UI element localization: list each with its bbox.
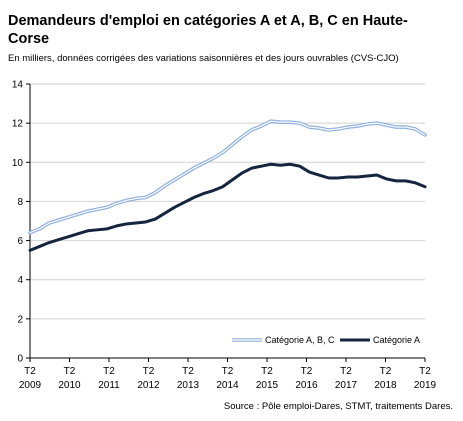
legend-label-abc: Catégorie A, B, C <box>265 335 335 345</box>
series-line-a <box>28 162 427 252</box>
x-tick-label-year: 2016 <box>295 380 318 391</box>
x-tick-label-quarter: T2 <box>64 366 76 377</box>
x-tick-label-year: 2015 <box>256 380 279 391</box>
y-tick-label: 8 <box>17 197 23 208</box>
x-tick-label-year: 2010 <box>58 380 81 391</box>
y-tick-label: 14 <box>12 80 24 91</box>
y-tick-label: 4 <box>17 275 23 286</box>
y-tick-label: 12 <box>12 119 24 130</box>
x-tick-label-quarter: T2 <box>301 366 313 377</box>
x-tick-label-quarter: T2 <box>222 366 234 377</box>
y-tick-label: 10 <box>12 158 24 169</box>
chart-title: Demandeurs d'emploi en catégories A et A… <box>8 13 408 47</box>
y-tick-label: 2 <box>17 314 23 325</box>
x-tick-label-quarter: T2 <box>143 366 155 377</box>
x-tick-label-quarter: T2 <box>24 366 36 377</box>
x-tick-label-year: 2014 <box>216 380 239 391</box>
legend-label-a: Catégorie A <box>373 335 420 345</box>
x-tick-label-year: 2019 <box>414 380 437 391</box>
series-line-abc-inner <box>29 120 426 234</box>
x-tick-label-year: 2018 <box>374 380 397 391</box>
x-tick-label-quarter: T2 <box>261 366 273 377</box>
x-tick-label-quarter: T2 <box>182 366 194 377</box>
chart-source: Source : Pôle emploi-Dares, STMT, traite… <box>223 401 453 412</box>
x-tick-label-quarter: T2 <box>380 366 392 377</box>
x-tick-label-year: 2013 <box>177 380 200 391</box>
x-tick-label-year: 2011 <box>98 380 120 391</box>
x-tick-label-quarter: T2 <box>340 366 352 377</box>
x-tick-label-quarter: T2 <box>103 366 115 377</box>
y-tick-label: 6 <box>17 236 23 247</box>
chart-subtitle: En milliers, données corrigées des varia… <box>8 53 399 64</box>
x-tick-label-year: 2012 <box>137 380 160 391</box>
x-tick-label-year: 2009 <box>19 380 42 391</box>
x-tick-label-year: 2017 <box>335 380 358 391</box>
y-tick-label: 0 <box>17 354 23 365</box>
x-tick-label-quarter: T2 <box>419 366 431 377</box>
